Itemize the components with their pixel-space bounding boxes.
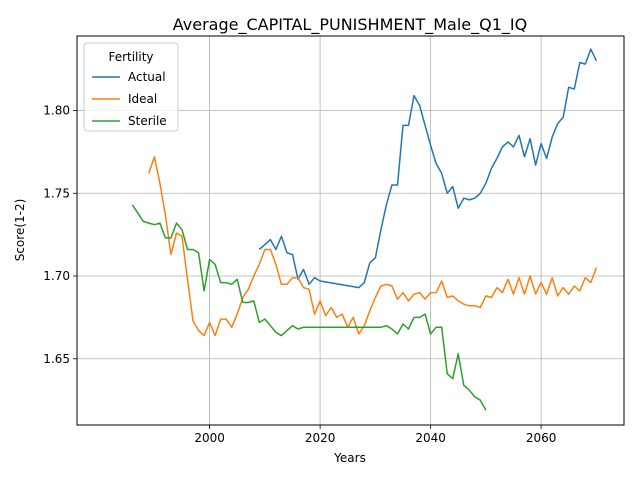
y-tick-label: 1.70 (43, 269, 70, 283)
x-tick-label: 2040 (415, 431, 446, 445)
legend-label-ideal: Ideal (128, 92, 157, 106)
series-lines (131, 48, 598, 411)
legend-label-sterile: Sterile (128, 114, 167, 128)
legend: Fertility Actual Ideal Sterile (83, 42, 179, 132)
x-tick-label: 2000 (194, 431, 225, 445)
y-tick-label: 1.80 (43, 103, 70, 117)
y-axis: 1.65 1.70 1.75 1.80 (43, 103, 77, 366)
x-tick-label: 2060 (526, 431, 557, 445)
series-line-ideal (148, 156, 598, 337)
legend-box (83, 42, 179, 132)
legend-items: Actual Ideal Sterile (92, 70, 167, 128)
x-axis-label: Years (333, 451, 366, 465)
series-line-actual (258, 48, 598, 289)
y-tick-label: 1.75 (43, 186, 70, 200)
series-line-sterile (131, 204, 487, 411)
plot-frame (76, 35, 625, 426)
legend-label-actual: Actual (128, 70, 166, 84)
chart-title: Average_CAPITAL_PUNISHMENT_Male_Q1_IQ (173, 15, 527, 35)
y-tick-label: 1.65 (43, 352, 70, 366)
x-tick-label: 2020 (305, 431, 336, 445)
legend-title: Fertility (108, 50, 153, 64)
x-axis: 2000 2020 2040 2060 (194, 425, 556, 445)
y-axis-label: Score(1-2) (13, 199, 27, 262)
